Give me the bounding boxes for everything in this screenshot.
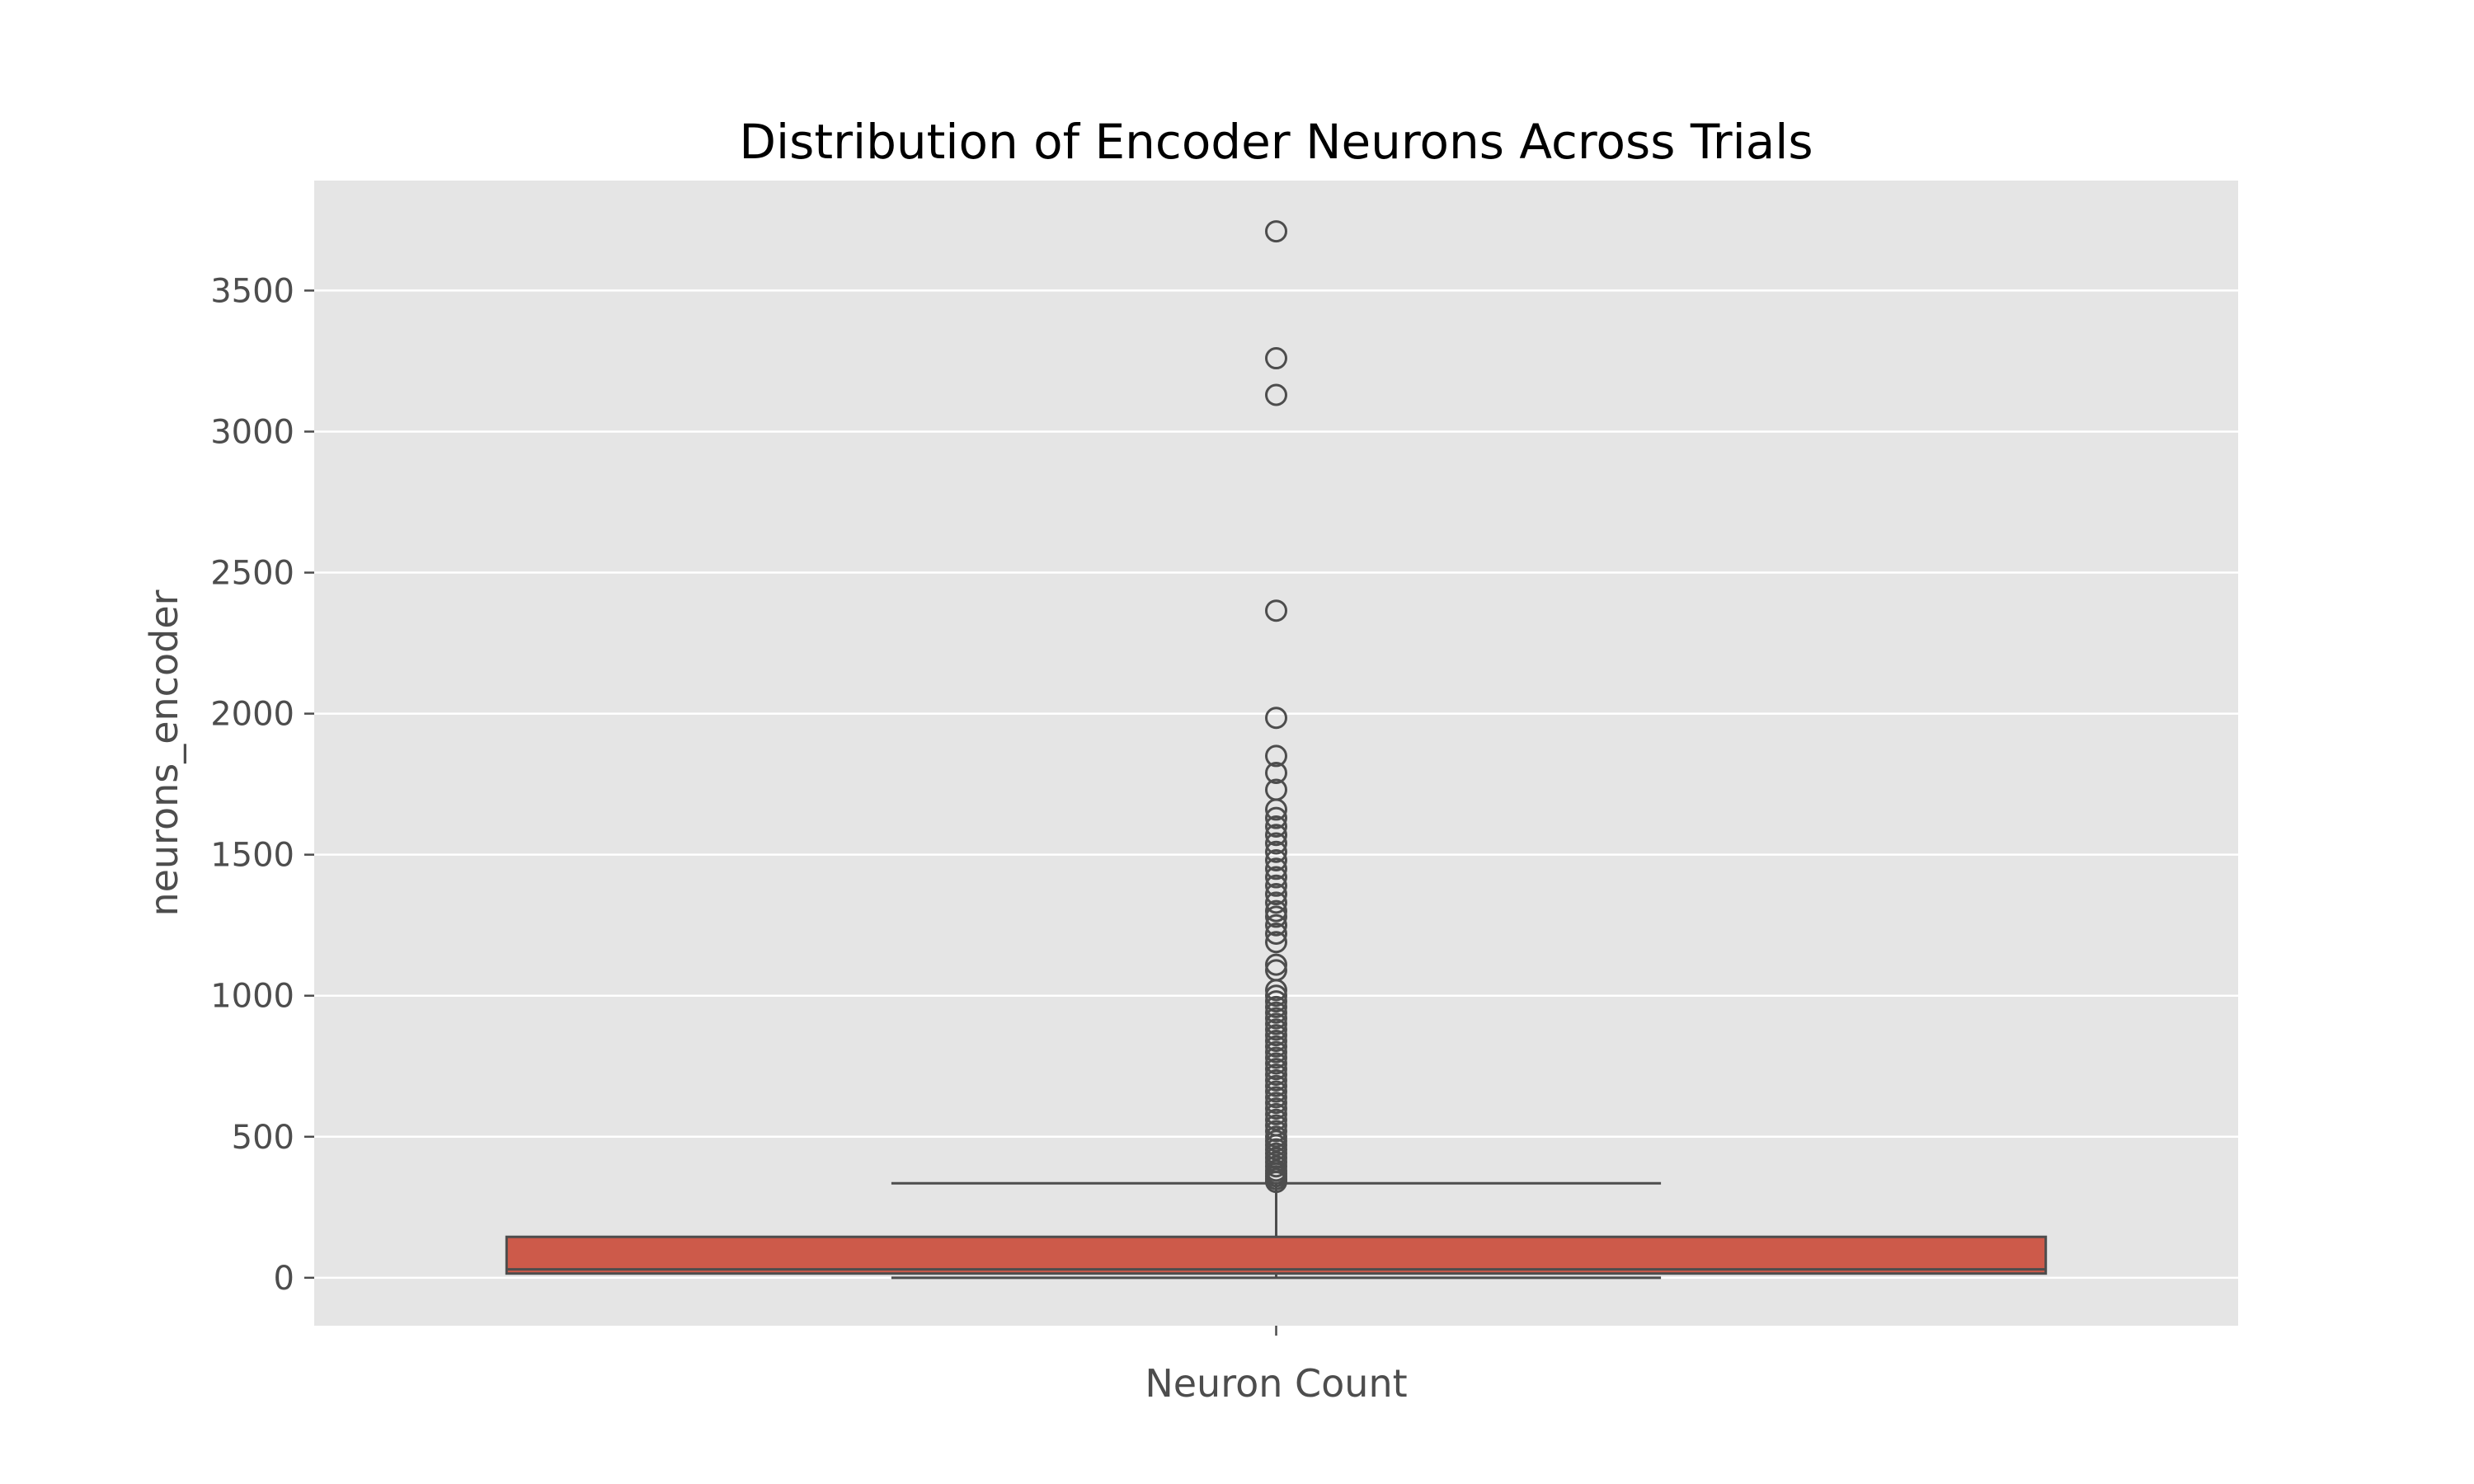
outlier-point-31	[1265, 1018, 1287, 1041]
y-axis-ticks: 0 500 1000 1500 2000 2500 3000 3500	[210, 272, 314, 1298]
outlier-point-32	[1265, 1012, 1287, 1036]
outlier-point-45	[1265, 899, 1287, 923]
y-tick-label-500: 500	[232, 1119, 294, 1157]
outlier-point-26	[1265, 1046, 1287, 1069]
y-tick-label-0: 0	[274, 1260, 294, 1298]
box-iqr	[505, 1235, 2048, 1275]
outlier-point-19	[1265, 1086, 1287, 1109]
outlier-point-44	[1265, 905, 1287, 928]
outlier-point-39	[1265, 959, 1287, 982]
box-layer	[505, 1181, 2048, 1280]
outlier-point-35	[1265, 995, 1287, 1018]
outlier-point-58	[1265, 778, 1287, 801]
outlier-point-17	[1265, 1097, 1287, 1120]
outlier-point-42	[1265, 922, 1287, 945]
outlier-point-50	[1265, 857, 1287, 881]
outlier-point-24	[1265, 1058, 1287, 1081]
outlier-point-53	[1265, 832, 1287, 855]
outliers	[1265, 220, 1287, 1194]
outlier-point-16	[1265, 1102, 1287, 1125]
y-tick-label-3000: 3000	[210, 413, 294, 451]
outlier-point-22	[1265, 1068, 1287, 1092]
y-tick-label-1000: 1000	[210, 978, 294, 1016]
outlier-point-63	[1265, 383, 1287, 406]
chart-title: Distribution of Encoder Neurons Across T…	[739, 114, 1813, 170]
y-tick-label-2500: 2500	[210, 555, 294, 593]
outlier-point-64	[1265, 347, 1287, 370]
outlier-point-49	[1265, 866, 1287, 889]
outlier-point-40	[1265, 953, 1287, 976]
y-tick-label-1500: 1500	[210, 837, 294, 875]
outlier-point-41	[1265, 931, 1287, 954]
y-tick-label-3500: 3500	[210, 272, 294, 310]
outlier-point-25	[1265, 1052, 1287, 1075]
outlier-point-59	[1265, 761, 1287, 784]
outlier-point-54	[1265, 824, 1287, 847]
outlier-point-29	[1265, 1029, 1287, 1052]
outlier-point-18	[1265, 1092, 1287, 1115]
outlier-point-20	[1265, 1080, 1287, 1103]
outlier-point-28	[1265, 1035, 1287, 1058]
outlier-point-33	[1265, 1007, 1287, 1030]
x-axis-label: Neuron Count	[1145, 1361, 1407, 1406]
y-axis-label: neurons_encoder	[142, 589, 186, 916]
outlier-point-34	[1265, 1001, 1287, 1024]
outlier-point-65	[1265, 220, 1287, 243]
outlier-point-43	[1265, 913, 1287, 937]
outlier-point-13	[1265, 1120, 1287, 1143]
outlier-point-30	[1265, 1024, 1287, 1047]
outlier-point-23	[1265, 1064, 1287, 1087]
outlier-point-14	[1265, 1114, 1287, 1137]
outlier-point-47	[1265, 883, 1287, 906]
outlier-point-46	[1265, 891, 1287, 914]
outlier-point-56	[1265, 806, 1287, 829]
outlier-point-48	[1265, 874, 1287, 897]
outlier-point-27	[1265, 1040, 1287, 1064]
outlier-point-12	[1265, 1125, 1287, 1148]
outlier-point-62	[1265, 599, 1287, 622]
outlier-point-36	[1265, 990, 1287, 1013]
outlier-point-60	[1265, 744, 1287, 768]
outlier-point-61	[1265, 707, 1287, 730]
gridlines	[314, 289, 2238, 1280]
outlier-point-15	[1265, 1108, 1287, 1131]
outlier-point-55	[1265, 815, 1287, 838]
outlier-point-51	[1265, 849, 1287, 872]
outlier-point-37	[1265, 984, 1287, 1007]
outlier-point-21	[1265, 1074, 1287, 1097]
y-tick-label-2000: 2000	[210, 696, 294, 734]
outlier-point-52	[1265, 840, 1287, 863]
